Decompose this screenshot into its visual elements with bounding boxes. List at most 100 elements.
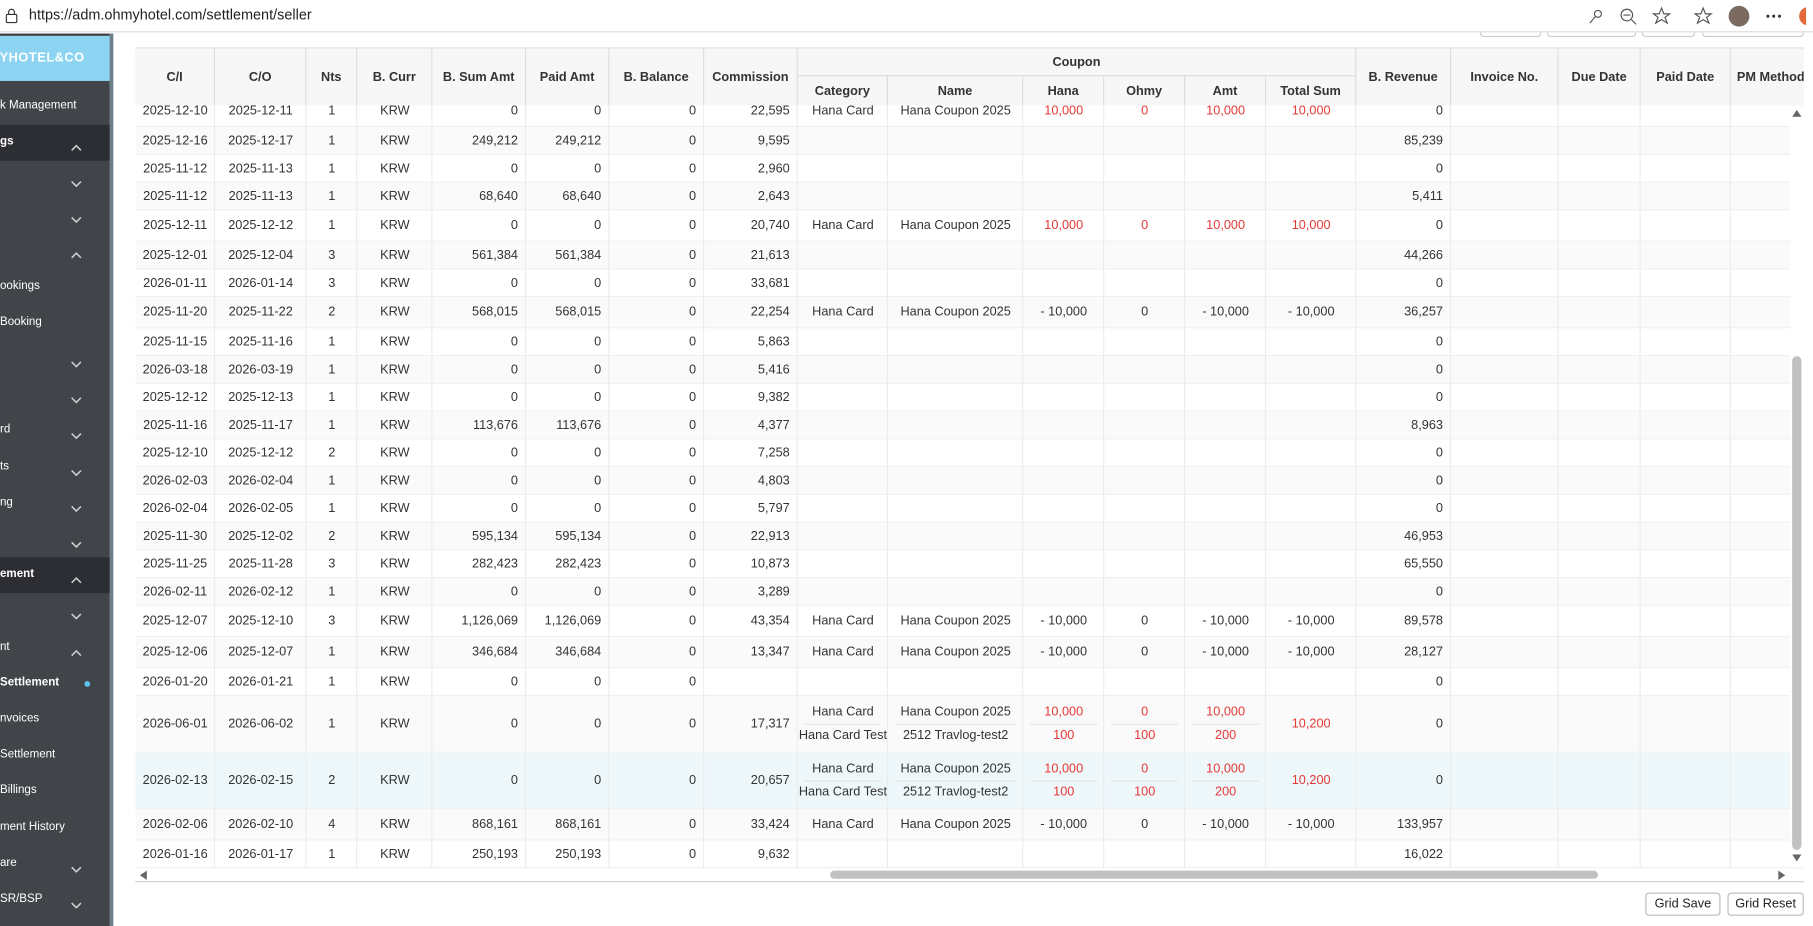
chevron	[71, 649, 82, 656]
cell: 10,873	[750, 556, 790, 571]
sidebar: MYHOTEL&CO k Management gs ookings Booking r…	[0, 33, 110, 926]
v-scrollbar[interactable]	[1789, 106, 1804, 868]
chevron-wrap	[71, 426, 83, 447]
sidebar-item[interactable]	[0, 161, 110, 197]
grid-row[interactable]: 2025-12-10 2025-12-11 1 KRW 0 0 0 22,595 Hana Ca…	[135, 105, 1804, 127]
scroll-right[interactable]	[1777, 870, 1786, 882]
cell: 2026-06-01	[142, 716, 208, 731]
sidebar-item[interactable]: nt	[0, 630, 110, 666]
sidebar-item[interactable]: nvoices	[0, 702, 110, 738]
sidebar-item[interactable]: Booking	[0, 305, 110, 341]
grid-row[interactable]: 2025-12-10 2025-12-12 2 KRW 0 0 0 7,258 0	[135, 438, 1804, 467]
logo: MYHOTEL&CO	[0, 50, 85, 65]
grid-row[interactable]: 2025-12-12 2025-12-13 1 KRW 0 0 0 9,382 0	[135, 383, 1804, 412]
cell: KRW	[380, 334, 410, 349]
grid-row[interactable]: 2026-02-04 2026-02-05 1 KRW 0 0 0 5,797 0	[135, 494, 1804, 523]
sidebar-item[interactable]: rd	[0, 413, 110, 449]
grid-row[interactable]: 2025-12-11 2025-12-12 1 KRW 0 0 0 20,740 Hana Ca…	[135, 209, 1804, 242]
sidebar-item[interactable]: SR/BSP	[0, 882, 110, 918]
sidebar-item[interactable]: gs	[0, 124, 110, 161]
sidebar-item[interactable]: ts	[0, 449, 110, 485]
cell: 0	[688, 445, 697, 460]
grid-row[interactable]: 2025-11-25 2025-11-28 3 KRW 282,423 282,423 0 1…	[135, 549, 1804, 578]
cell: 0	[594, 674, 602, 689]
button[interactable]: Grid Save	[1645, 892, 1721, 916]
cell: Hana Card Test	[798, 784, 887, 799]
cell: 0	[594, 501, 602, 516]
coupon-divider	[1192, 779, 1260, 782]
grid-row[interactable]: 2025-12-06 2025-12-07 1 KRW 346,684 346,684 0 1…	[135, 636, 1804, 668]
sidebar-item[interactable]: ookings	[0, 269, 110, 305]
grid-row[interactable]: 2025-11-16 2025-11-17 1 KRW 113,676 113,676 0 4…	[135, 411, 1804, 439]
h-scrollbar[interactable]	[135, 868, 1790, 881]
cell: 2025-12-04	[228, 248, 294, 262]
cell: 10,000	[1044, 105, 1084, 118]
sidebar-item[interactable]	[0, 197, 110, 233]
grid-row[interactable]: 2026-02-11 2026-02-12 1 KRW 0 0 0 3,289 0	[135, 577, 1804, 606]
sidebar-item[interactable]	[0, 233, 110, 269]
cell: KRW	[380, 362, 410, 377]
sidebar-item[interactable]	[0, 341, 110, 377]
cell: 561,384	[555, 248, 602, 262]
sidebar-item[interactable]: ng	[0, 485, 110, 521]
cell: 0	[1435, 445, 1443, 460]
cell: 249,212	[472, 133, 518, 148]
toolbar-fragments	[1480, 32, 1804, 38]
cell: 1	[328, 501, 336, 516]
cell: 16,022	[1404, 846, 1443, 861]
button[interactable]: Grid Reset	[1727, 892, 1804, 916]
grid-row[interactable]: 2025-11-20 2025-11-22 2 KRW 568,015 568,015 0 2…	[135, 296, 1804, 328]
sidebar-item[interactable]: are	[0, 846, 110, 882]
chevron	[71, 505, 82, 512]
sidebar-item[interactable]	[0, 521, 110, 557]
cell: 2025-11-25	[143, 556, 208, 571]
column-line	[213, 105, 216, 869]
grid-row[interactable]: 2025-12-16 2025-12-17 1 KRW 249,212 249,212 0 9…	[135, 126, 1804, 155]
cell: 22,254	[750, 305, 790, 320]
h-thumb[interactable]	[830, 870, 1598, 879]
grid-row[interactable]: 2025-11-12 2025-11-13 1 KRW 0 0 0 2,960 0	[135, 154, 1804, 183]
cell: 100	[1134, 727, 1156, 742]
cell: 0	[594, 362, 602, 377]
cell: 2025-12-02	[228, 528, 294, 543]
chevron	[71, 577, 82, 584]
grid-row[interactable]: 2025-12-01 2025-12-04 3 KRW 561,384 561,384 0 2…	[135, 241, 1804, 269]
grid-row[interactable]: 2026-01-11 2026-01-14 3 KRW 0 0 0 33,681 0	[135, 268, 1804, 297]
grid-row[interactable]: 2026-02-06 2026-02-10 4 KRW 868,161 868,161 0 3…	[135, 808, 1804, 841]
coupon-divider	[1111, 723, 1179, 725]
sidebar-item[interactable]: k Management	[0, 88, 110, 124]
grid-row[interactable]: 2026-01-20 2026-01-21 1 KRW 0 0 0 0	[135, 667, 1804, 696]
cell: 0	[1435, 362, 1443, 377]
cell: 0	[688, 528, 697, 543]
grid-row[interactable]: 2026-01-16 2026-01-17 1 KRW 250,193 250,193 0 9…	[135, 840, 1804, 868]
cell: 7,258	[757, 445, 790, 460]
sidebar-item[interactable]: ement	[0, 557, 110, 594]
grid-row[interactable]: 2025-11-30 2025-12-02 2 KRW 595,134 595,134 0 2…	[135, 522, 1804, 550]
sidebar-item[interactable]: Settlement	[0, 738, 110, 774]
sidebar-item[interactable]	[0, 377, 110, 413]
url[interactable]: https://adm.ohmyhotel.com/settlement/sel…	[28, 6, 312, 24]
scroll-left[interactable]	[139, 870, 148, 882]
cell: 68,640	[562, 189, 602, 203]
grid-row[interactable]: 2025-12-07 2025-12-10 3 KRW 1,126,069 1,126,0…	[135, 605, 1804, 637]
chevron-wrap	[71, 642, 83, 663]
cell: 3	[328, 613, 336, 628]
sidebar-item[interactable]	[0, 593, 110, 629]
scroll-down[interactable]	[1791, 853, 1803, 862]
grid-row[interactable]: 2025-11-15 2025-11-16 1 KRW 0 0 0 5,863 0	[135, 327, 1804, 356]
cell: Hana Coupon 2025	[900, 105, 1011, 118]
grid-row[interactable]: 2025-11-12 2025-11-13 1 KRW 68,640 68,640 0 2,6…	[135, 182, 1804, 210]
sidebar-item[interactable]: Billings	[0, 774, 110, 810]
v-thumb[interactable]	[1792, 356, 1802, 850]
sidebar-item[interactable]: ment History	[0, 810, 110, 846]
sidebar-item[interactable]: Settlement	[0, 666, 110, 702]
cell: Hana Card	[812, 645, 874, 660]
grid-row[interactable]: 2026-06-01 2026-06-02 1 KRW 0 0 0 17,317 Hana Ca…	[135, 695, 1804, 753]
grid-row[interactable]: 2026-02-03 2026-02-04 1 KRW 0 0 0 4,803 0	[135, 466, 1804, 495]
cell: 0	[1435, 334, 1443, 349]
grid-row[interactable]: 2026-03-18 2026-03-19 1 KRW 0 0 0 5,416 0	[135, 355, 1804, 384]
scroll-up[interactable]	[1791, 109, 1803, 118]
sidebar-label: gs	[0, 134, 14, 148]
grid-row[interactable]: 2026-02-13 2026-02-15 2 KRW 0 0 0 20,657 Hana Ca…	[135, 752, 1804, 809]
sidebar-label: ookings	[0, 279, 40, 292]
